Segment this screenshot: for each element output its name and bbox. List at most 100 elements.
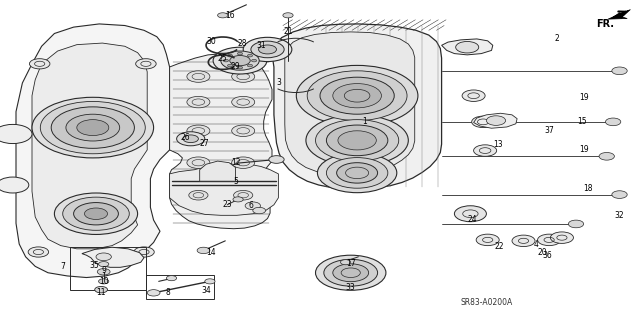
Text: 30: 30	[206, 37, 216, 46]
Circle shape	[84, 208, 108, 219]
Text: 25: 25	[218, 54, 228, 63]
Circle shape	[63, 197, 129, 230]
Circle shape	[32, 97, 154, 158]
Polygon shape	[474, 113, 517, 128]
Circle shape	[232, 125, 255, 137]
Circle shape	[320, 77, 394, 114]
Text: 19: 19	[579, 93, 589, 102]
Circle shape	[0, 124, 32, 144]
Circle shape	[333, 84, 381, 108]
Circle shape	[232, 157, 255, 168]
Circle shape	[326, 125, 388, 156]
Circle shape	[96, 253, 111, 261]
Circle shape	[269, 156, 284, 163]
Circle shape	[77, 120, 109, 136]
Circle shape	[218, 13, 228, 18]
Circle shape	[474, 145, 497, 156]
Circle shape	[187, 157, 210, 168]
Circle shape	[183, 135, 198, 143]
Text: 18: 18	[583, 184, 592, 193]
Circle shape	[251, 41, 284, 58]
Text: 36: 36	[542, 251, 552, 260]
Text: 15: 15	[577, 117, 588, 126]
Text: 12: 12	[231, 158, 240, 167]
Circle shape	[227, 54, 232, 57]
Text: 14: 14	[206, 248, 216, 256]
Circle shape	[486, 116, 506, 125]
Circle shape	[259, 45, 276, 54]
Circle shape	[316, 255, 386, 290]
Circle shape	[316, 120, 399, 161]
Text: 28: 28	[237, 39, 246, 48]
Circle shape	[599, 152, 614, 160]
Circle shape	[612, 67, 627, 75]
Circle shape	[462, 90, 485, 101]
Circle shape	[232, 71, 255, 82]
Circle shape	[147, 290, 160, 296]
Text: 2: 2	[554, 34, 559, 43]
Circle shape	[51, 107, 134, 148]
Circle shape	[230, 56, 250, 66]
Circle shape	[337, 163, 378, 183]
Text: 34: 34	[201, 286, 211, 295]
Circle shape	[326, 158, 388, 188]
Text: FR.: FR.	[596, 19, 614, 29]
Polygon shape	[285, 32, 415, 175]
Circle shape	[28, 247, 49, 257]
Polygon shape	[442, 39, 493, 55]
Circle shape	[538, 234, 561, 246]
Circle shape	[0, 177, 29, 193]
Circle shape	[307, 71, 407, 121]
Circle shape	[29, 59, 50, 69]
Circle shape	[550, 232, 573, 243]
Circle shape	[66, 114, 120, 141]
Polygon shape	[272, 24, 442, 189]
Circle shape	[253, 207, 266, 214]
Text: 27: 27	[200, 139, 210, 148]
Circle shape	[40, 101, 145, 154]
Circle shape	[205, 279, 215, 284]
Circle shape	[74, 203, 118, 225]
Circle shape	[187, 125, 210, 137]
Circle shape	[221, 51, 259, 70]
Polygon shape	[16, 24, 170, 278]
Text: 29: 29	[230, 63, 241, 71]
Circle shape	[189, 190, 208, 200]
Circle shape	[97, 269, 110, 275]
Circle shape	[95, 286, 108, 293]
Text: 19: 19	[579, 145, 589, 154]
Circle shape	[223, 59, 228, 62]
Polygon shape	[608, 10, 628, 19]
Circle shape	[476, 234, 499, 246]
Circle shape	[213, 47, 267, 74]
Text: 9: 9	[101, 266, 106, 275]
Text: 22: 22	[495, 242, 504, 251]
Circle shape	[456, 41, 479, 53]
Circle shape	[252, 59, 257, 62]
Circle shape	[338, 131, 376, 150]
Text: 1: 1	[362, 117, 367, 126]
Circle shape	[136, 59, 156, 69]
Circle shape	[283, 13, 293, 18]
Circle shape	[134, 247, 154, 257]
Text: 20: 20	[538, 248, 548, 256]
Circle shape	[197, 247, 210, 254]
Circle shape	[612, 191, 627, 198]
Text: 24: 24	[467, 215, 477, 224]
Text: 13: 13	[493, 140, 503, 149]
Circle shape	[166, 276, 177, 281]
Circle shape	[568, 220, 584, 228]
Circle shape	[317, 153, 397, 193]
Text: 7: 7	[60, 262, 65, 271]
Circle shape	[233, 197, 243, 202]
Circle shape	[99, 279, 109, 284]
Polygon shape	[200, 161, 236, 181]
Circle shape	[306, 115, 408, 166]
Text: SR83-A0200A: SR83-A0200A	[460, 298, 513, 307]
Polygon shape	[82, 247, 144, 267]
Circle shape	[333, 264, 369, 282]
Circle shape	[99, 262, 109, 267]
Circle shape	[237, 52, 243, 55]
Text: 10: 10	[99, 277, 109, 286]
Circle shape	[232, 96, 255, 108]
